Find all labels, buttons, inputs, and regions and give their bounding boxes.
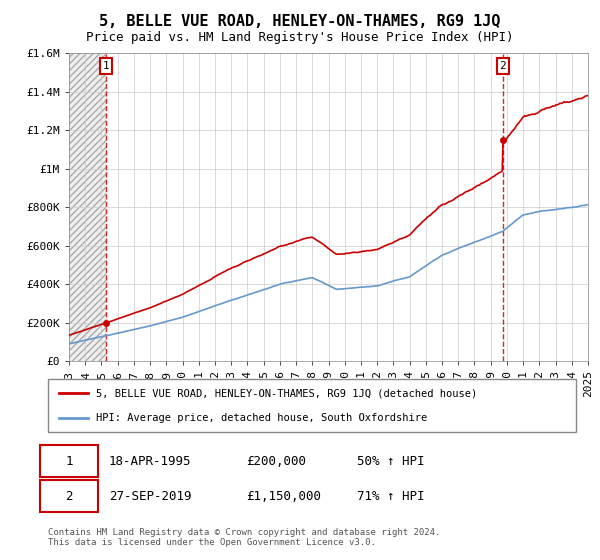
Text: 50% ↑ HPI: 50% ↑ HPI xyxy=(357,455,424,468)
FancyBboxPatch shape xyxy=(40,445,98,477)
Text: Contains HM Land Registry data © Crown copyright and database right 2024.
This d: Contains HM Land Registry data © Crown c… xyxy=(48,528,440,547)
Text: 2: 2 xyxy=(65,489,73,502)
Text: £1,150,000: £1,150,000 xyxy=(246,489,321,502)
Text: £200,000: £200,000 xyxy=(246,455,306,468)
Text: 27-SEP-2019: 27-SEP-2019 xyxy=(109,489,191,502)
Text: 5, BELLE VUE ROAD, HENLEY-ON-THAMES, RG9 1JQ (detached house): 5, BELLE VUE ROAD, HENLEY-ON-THAMES, RG9… xyxy=(95,389,477,399)
FancyBboxPatch shape xyxy=(40,480,98,512)
Text: 2: 2 xyxy=(499,61,506,71)
Text: 1: 1 xyxy=(103,61,110,71)
Text: 18-APR-1995: 18-APR-1995 xyxy=(109,455,191,468)
Text: HPI: Average price, detached house, South Oxfordshire: HPI: Average price, detached house, Sout… xyxy=(95,413,427,423)
Bar xyxy=(69,53,106,361)
Text: 71% ↑ HPI: 71% ↑ HPI xyxy=(357,489,424,502)
Text: 1: 1 xyxy=(65,455,73,468)
FancyBboxPatch shape xyxy=(48,379,576,432)
Text: 5, BELLE VUE ROAD, HENLEY-ON-THAMES, RG9 1JQ: 5, BELLE VUE ROAD, HENLEY-ON-THAMES, RG9… xyxy=(99,14,501,29)
Text: Price paid vs. HM Land Registry's House Price Index (HPI): Price paid vs. HM Land Registry's House … xyxy=(86,31,514,44)
